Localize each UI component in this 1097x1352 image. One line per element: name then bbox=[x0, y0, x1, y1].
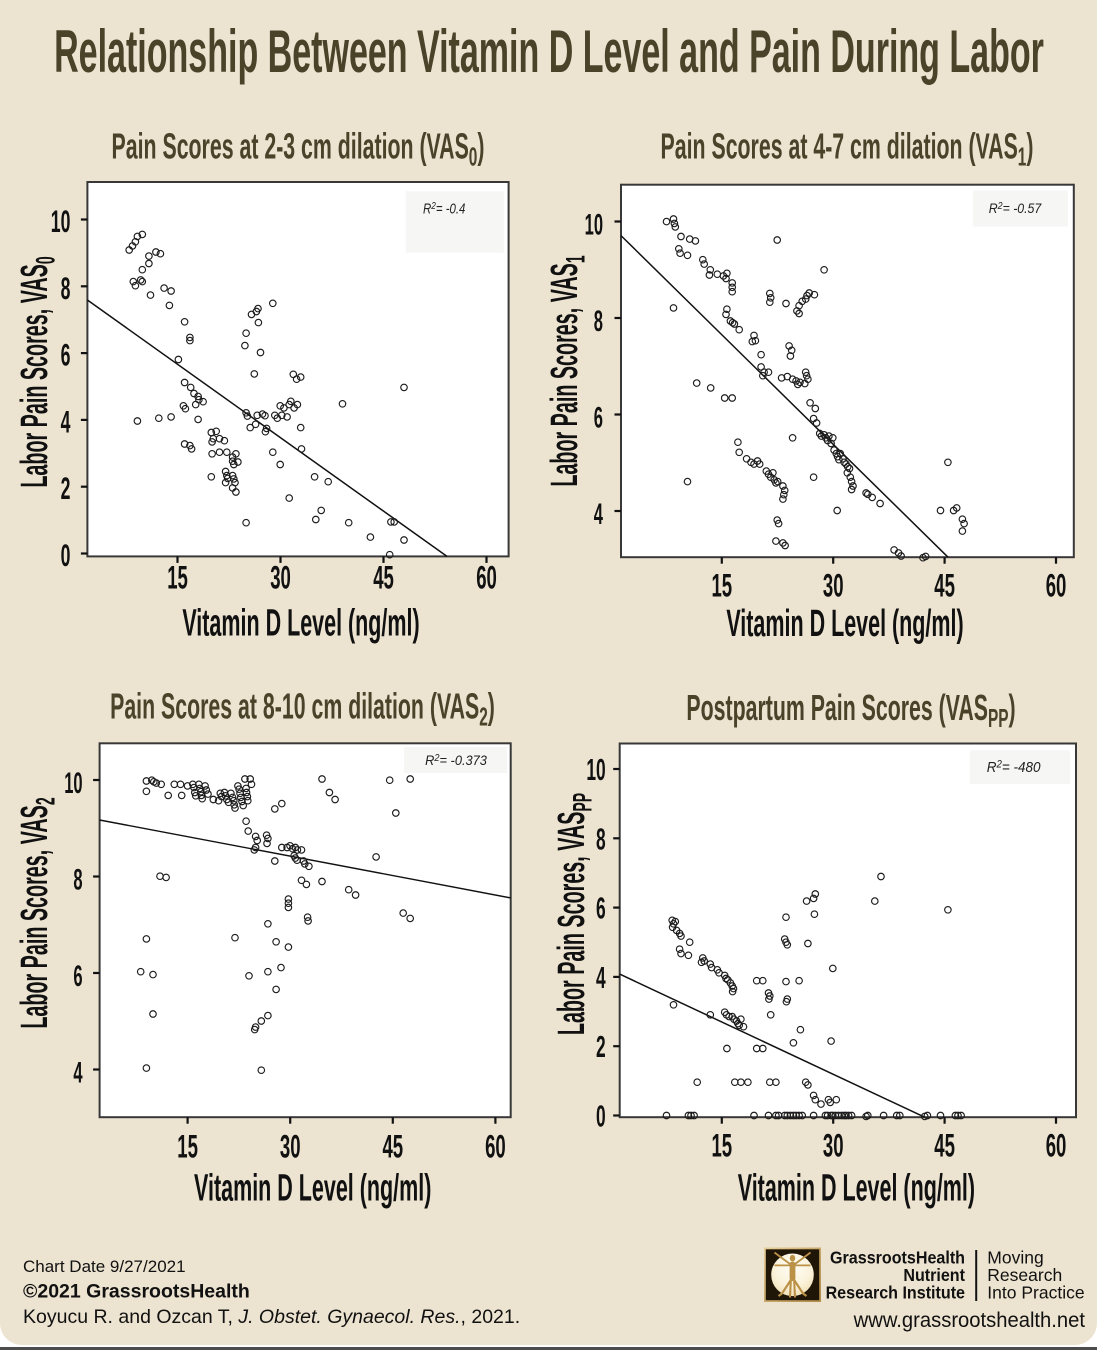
svg-text:4: 4 bbox=[596, 961, 606, 996]
svg-text:Vitamin D Level (ng/ml): Vitamin D Level (ng/ml) bbox=[738, 1166, 975, 1209]
svg-text:Pain Scores at 4-7 cm dilation: Pain Scores at 4-7 cm dilation (VAS1) bbox=[661, 127, 1034, 172]
svg-text:Moving: Moving bbox=[987, 1248, 1043, 1268]
svg-text:45: 45 bbox=[934, 1127, 955, 1164]
svg-text:0: 0 bbox=[61, 539, 71, 574]
svg-text:Vitamin D Level (ng/ml): Vitamin D Level (ng/ml) bbox=[182, 601, 419, 644]
svg-text:www.grassrootshealth.net: www.grassrootshealth.net bbox=[853, 1308, 1086, 1332]
svg-text:6: 6 bbox=[596, 891, 606, 926]
svg-text:30: 30 bbox=[270, 559, 291, 596]
svg-text:60: 60 bbox=[1046, 1127, 1067, 1164]
svg-text:60: 60 bbox=[476, 559, 497, 596]
svg-text:4: 4 bbox=[73, 1057, 83, 1090]
svg-text:R2= -0.4: R2= -0.4 bbox=[423, 200, 465, 217]
svg-text:Research Institute: Research Institute bbox=[826, 1283, 965, 1303]
svg-text:Vitamin D Level (ng/ml): Vitamin D Level (ng/ml) bbox=[194, 1166, 431, 1209]
svg-text:Postpartum Pain Scores (VASPP): Postpartum Pain Scores (VASPP) bbox=[686, 688, 1015, 733]
svg-text:Labor Pain Scores, VAS0: Labor Pain Scores, VAS0 bbox=[14, 256, 60, 487]
svg-text:Vitamin D Level (ng/ml): Vitamin D Level (ng/ml) bbox=[726, 602, 963, 645]
svg-text:15: 15 bbox=[167, 559, 188, 596]
svg-text:6: 6 bbox=[61, 338, 71, 373]
svg-text:2: 2 bbox=[61, 472, 71, 507]
svg-text:Chart Date 9/27/2021: Chart Date 9/27/2021 bbox=[23, 1257, 186, 1276]
svg-text:60: 60 bbox=[485, 1128, 506, 1165]
svg-text:Labor Pain Scores, VAS2: Labor Pain Scores, VAS2 bbox=[14, 797, 60, 1028]
svg-text:Into Practice: Into Practice bbox=[987, 1282, 1084, 1302]
svg-text:15: 15 bbox=[711, 567, 732, 604]
svg-text:Koyucu R. and Ozcan T, J. Obst: Koyucu R. and Ozcan T, J. Obstet. Gynaec… bbox=[23, 1306, 520, 1328]
svg-text:10: 10 bbox=[64, 767, 82, 800]
svg-text:0: 0 bbox=[596, 1099, 606, 1134]
svg-text:Relationship Between Vitamin D: Relationship Between Vitamin D Level and… bbox=[54, 19, 1044, 85]
svg-text:Labor Pain Scores, VASPP: Labor Pain Scores, VASPP bbox=[551, 793, 597, 1035]
svg-text:8: 8 bbox=[596, 822, 606, 857]
svg-text:8: 8 bbox=[73, 864, 82, 897]
svg-text:45: 45 bbox=[934, 567, 955, 604]
svg-text:6: 6 bbox=[73, 960, 82, 993]
svg-text:60: 60 bbox=[1046, 567, 1067, 604]
svg-text:R2= -0.57: R2= -0.57 bbox=[989, 200, 1042, 216]
svg-text:6: 6 bbox=[594, 402, 603, 435]
svg-text:30: 30 bbox=[280, 1128, 301, 1165]
svg-text:45: 45 bbox=[382, 1128, 403, 1165]
svg-text:45: 45 bbox=[373, 559, 394, 596]
svg-text:10: 10 bbox=[586, 753, 605, 788]
svg-text:Research: Research bbox=[987, 1265, 1062, 1285]
svg-text:Nutrient: Nutrient bbox=[903, 1265, 965, 1285]
svg-text:10: 10 bbox=[51, 205, 71, 240]
svg-text:8: 8 bbox=[61, 272, 71, 307]
svg-text:Pain Scores at 2-3 cm dilation: Pain Scores at 2-3 cm dilation (VAS0) bbox=[112, 127, 485, 172]
svg-text:Labor Pain Scores, VAS1: Labor Pain Scores, VAS1 bbox=[544, 255, 590, 486]
svg-text:4: 4 bbox=[594, 498, 604, 531]
svg-text:2: 2 bbox=[596, 1030, 606, 1065]
svg-text:©2021 GrassrootsHealth: ©2021 GrassrootsHealth bbox=[23, 1281, 250, 1303]
svg-text:R2= -0.373: R2= -0.373 bbox=[425, 753, 487, 768]
svg-text:15: 15 bbox=[177, 1128, 198, 1165]
svg-text:30: 30 bbox=[823, 567, 844, 604]
svg-text:30: 30 bbox=[823, 1127, 844, 1164]
svg-text:8: 8 bbox=[594, 305, 603, 338]
svg-text:R2= -480: R2= -480 bbox=[987, 759, 1041, 776]
svg-text:GrassrootsHealth: GrassrootsHealth bbox=[830, 1248, 965, 1268]
svg-text:4: 4 bbox=[61, 405, 71, 440]
svg-text:15: 15 bbox=[711, 1127, 732, 1164]
svg-text:10: 10 bbox=[585, 209, 603, 242]
svg-text:Pain Scores at 8-10 cm dilatio: Pain Scores at 8-10 cm dilation (VAS2) bbox=[110, 687, 495, 732]
